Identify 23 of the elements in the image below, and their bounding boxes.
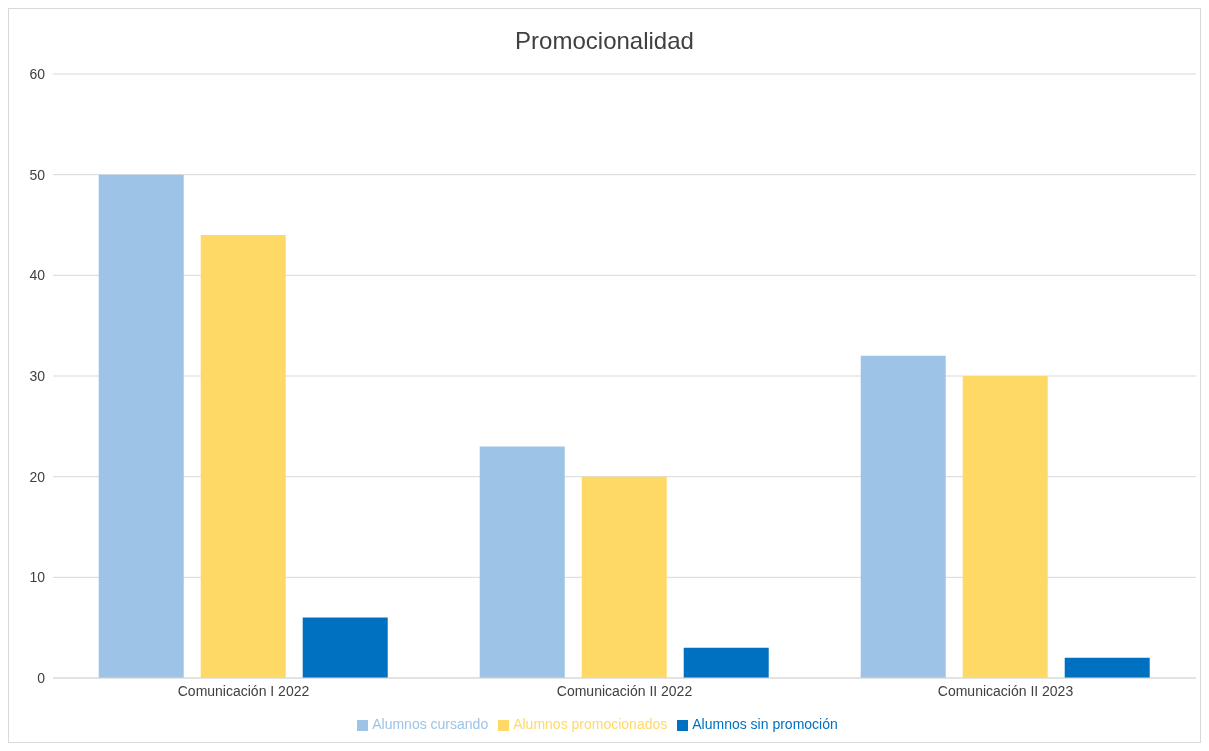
bar	[581, 476, 667, 678]
bar	[1064, 657, 1150, 678]
chart-title: Promocionalidad	[514, 27, 695, 55]
bar	[98, 174, 184, 678]
legend-label: Alumnos sin promoción	[692, 716, 838, 732]
bar	[479, 446, 565, 678]
y-tick-label: 30	[29, 367, 46, 384]
y-tick-label: 10	[29, 569, 46, 586]
y-tick-label: 60	[29, 65, 46, 82]
bar	[200, 235, 286, 678]
legend-label: Alumnos cursando	[372, 716, 489, 732]
x-tick-label: Comunicación II 2022	[556, 682, 693, 699]
legend-label: Alumnos promocionados	[513, 716, 668, 732]
y-tick-label: 50	[29, 166, 46, 183]
x-tick-label: Comunicación I 2022	[177, 682, 310, 699]
y-tick-label: 0	[37, 669, 46, 686]
bar	[683, 647, 769, 678]
y-tick-label: 40	[29, 267, 46, 284]
bar	[302, 617, 388, 678]
bar	[962, 376, 1048, 678]
y-tick-label: 20	[29, 468, 46, 485]
bar	[860, 355, 946, 678]
x-tick-label: Comunicación II 2023	[937, 682, 1074, 699]
